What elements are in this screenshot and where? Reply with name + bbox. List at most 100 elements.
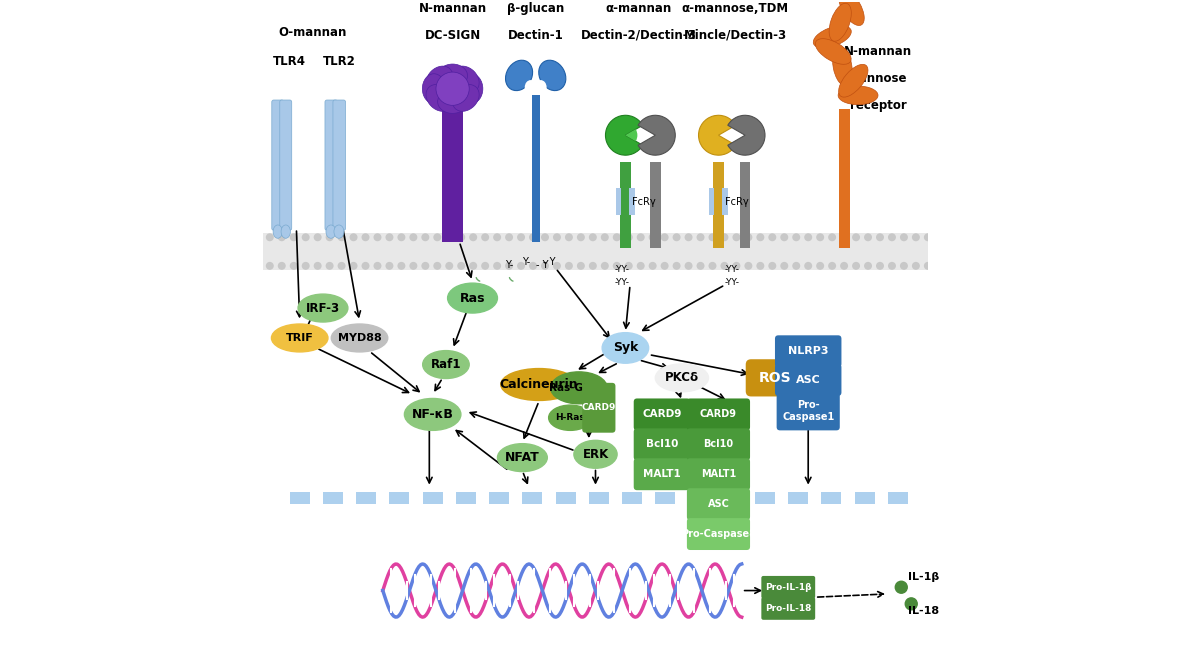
- Circle shape: [350, 233, 357, 241]
- Ellipse shape: [498, 444, 548, 472]
- Bar: [556, 492, 575, 504]
- Circle shape: [386, 262, 393, 270]
- Bar: [263, 233, 928, 270]
- Circle shape: [289, 233, 298, 241]
- Bar: [490, 492, 509, 504]
- Bar: [456, 492, 476, 504]
- Circle shape: [924, 262, 931, 270]
- Circle shape: [553, 233, 561, 241]
- Circle shape: [912, 233, 919, 241]
- Text: - Y: - Y: [543, 257, 555, 267]
- Circle shape: [673, 233, 680, 241]
- Wedge shape: [638, 115, 675, 155]
- Text: N-mannan: N-mannan: [418, 2, 487, 15]
- Circle shape: [410, 233, 417, 241]
- Ellipse shape: [298, 294, 348, 322]
- Circle shape: [756, 233, 765, 241]
- Circle shape: [828, 233, 836, 241]
- Circle shape: [613, 262, 621, 270]
- Circle shape: [840, 262, 848, 270]
- Ellipse shape: [437, 90, 468, 113]
- Wedge shape: [605, 115, 643, 155]
- FancyBboxPatch shape: [582, 383, 616, 433]
- Circle shape: [649, 262, 656, 270]
- Circle shape: [445, 262, 454, 270]
- FancyBboxPatch shape: [333, 100, 345, 230]
- FancyBboxPatch shape: [746, 360, 804, 396]
- Text: H-Ras: H-Ras: [555, 414, 585, 422]
- Bar: [822, 492, 841, 504]
- Circle shape: [481, 262, 490, 270]
- Text: α-mannan: α-mannan: [605, 2, 672, 15]
- Circle shape: [625, 233, 632, 241]
- Circle shape: [278, 233, 286, 241]
- Circle shape: [541, 262, 549, 270]
- Circle shape: [505, 262, 513, 270]
- Bar: [621, 182, 631, 215]
- FancyBboxPatch shape: [687, 518, 750, 550]
- Text: -YY-: -YY-: [615, 265, 630, 273]
- Circle shape: [434, 262, 442, 270]
- Circle shape: [792, 262, 800, 270]
- Circle shape: [780, 262, 788, 270]
- Circle shape: [422, 262, 429, 270]
- Text: IL-1β: IL-1β: [908, 572, 940, 582]
- Circle shape: [697, 262, 705, 270]
- Circle shape: [337, 233, 345, 241]
- Ellipse shape: [603, 333, 649, 364]
- FancyBboxPatch shape: [687, 488, 750, 520]
- Circle shape: [661, 262, 668, 270]
- Ellipse shape: [838, 0, 865, 25]
- Ellipse shape: [453, 85, 479, 111]
- Ellipse shape: [405, 398, 461, 430]
- Bar: [389, 492, 410, 504]
- Text: MALT1: MALT1: [643, 470, 681, 479]
- Ellipse shape: [535, 80, 547, 95]
- Circle shape: [325, 262, 333, 270]
- Circle shape: [661, 233, 668, 241]
- Circle shape: [924, 233, 931, 241]
- Bar: [442, 95, 450, 241]
- Bar: [688, 492, 709, 504]
- FancyBboxPatch shape: [775, 336, 841, 368]
- Wedge shape: [625, 129, 637, 141]
- Bar: [709, 188, 715, 215]
- Ellipse shape: [525, 80, 537, 95]
- Circle shape: [398, 233, 405, 241]
- Circle shape: [792, 233, 800, 241]
- Ellipse shape: [448, 283, 498, 313]
- Ellipse shape: [655, 364, 709, 392]
- Circle shape: [576, 233, 585, 241]
- FancyBboxPatch shape: [280, 100, 292, 230]
- Ellipse shape: [460, 74, 482, 103]
- Ellipse shape: [437, 64, 468, 87]
- Circle shape: [541, 233, 549, 241]
- Bar: [650, 162, 661, 248]
- Circle shape: [493, 233, 501, 241]
- Text: MYD88: MYD88: [338, 333, 381, 343]
- Circle shape: [422, 233, 429, 241]
- Circle shape: [877, 262, 884, 270]
- Text: IL-18: IL-18: [908, 606, 939, 616]
- Bar: [650, 182, 661, 215]
- Ellipse shape: [505, 60, 532, 91]
- Ellipse shape: [426, 66, 453, 93]
- Circle shape: [637, 233, 644, 241]
- Circle shape: [816, 262, 824, 270]
- Circle shape: [685, 233, 692, 241]
- Circle shape: [362, 262, 369, 270]
- Circle shape: [613, 233, 621, 241]
- Text: NFAT: NFAT: [505, 451, 540, 464]
- Bar: [621, 215, 631, 248]
- Ellipse shape: [896, 581, 908, 593]
- Bar: [289, 492, 310, 504]
- Text: ROS: ROS: [759, 371, 791, 385]
- Circle shape: [457, 233, 466, 241]
- FancyBboxPatch shape: [687, 458, 750, 490]
- Ellipse shape: [838, 86, 878, 105]
- Text: MALT1: MALT1: [700, 470, 736, 479]
- Ellipse shape: [550, 372, 607, 404]
- Circle shape: [588, 233, 597, 241]
- Bar: [723, 188, 728, 215]
- Ellipse shape: [333, 225, 344, 238]
